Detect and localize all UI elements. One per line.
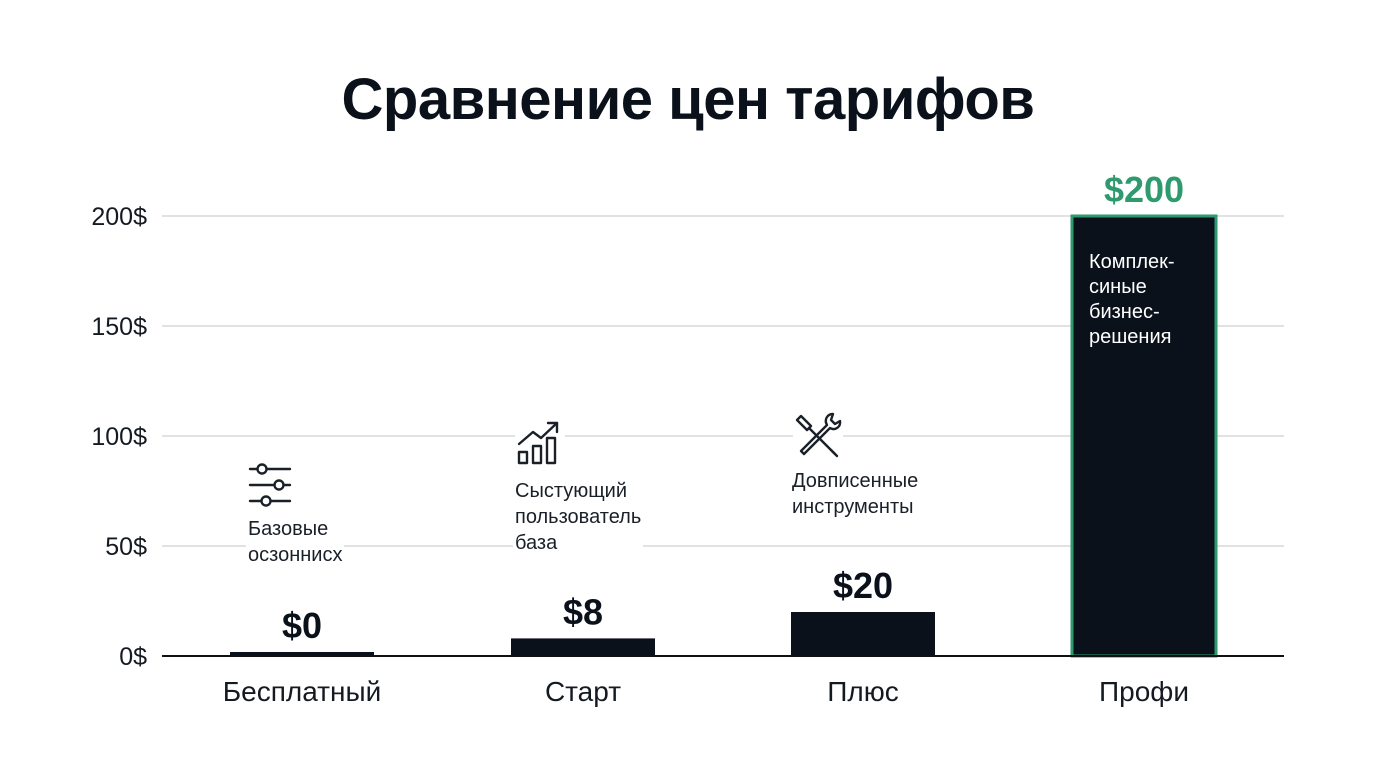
growth-chart-icon — [515, 418, 565, 468]
x-tick-label: Плюс — [827, 676, 898, 707]
y-tick-label: 0$ — [119, 643, 147, 671]
tools-icon — [793, 410, 843, 460]
data-label: $20 — [833, 565, 893, 606]
x-tick-label: Профи — [1099, 676, 1189, 707]
annotation-plus-line: Довписенные — [792, 470, 919, 492]
annotation-free-line: Базовые — [248, 518, 329, 540]
annotation-start-line: Сыстующий — [515, 480, 628, 502]
annotation-pro-line: решения — [1089, 326, 1172, 348]
data-label: $200 — [1104, 169, 1184, 210]
annotation-pro-line: синые — [1089, 276, 1147, 298]
annotation-plus-line: инструменты — [792, 496, 914, 518]
y-tick-label: 150$ — [91, 313, 147, 341]
bar — [791, 612, 935, 656]
annotation-free: Базовые осзоннисх — [246, 516, 345, 568]
annotation-pro: Комплек- синые бизнес- решения — [1089, 250, 1175, 350]
annotation-start: Сыстующий пользователь база — [513, 478, 644, 556]
annotation-plus: Довписенные инструменты — [790, 468, 921, 520]
x-tick-label: Бесплатный — [223, 676, 381, 707]
bar — [511, 638, 655, 656]
annotation-free-line: осзоннисх — [248, 544, 343, 566]
annotation-pro-line: Комплек- — [1089, 251, 1175, 273]
annotation-pro-line: бизнес- — [1089, 301, 1160, 323]
y-tick-label: 50$ — [105, 533, 147, 561]
y-tick-label: 200$ — [91, 203, 147, 231]
chart-title: Сравнение цен тарифов — [341, 67, 1035, 132]
x-tick-label: Старт — [545, 676, 621, 707]
bar — [1070, 214, 1218, 658]
sliders-icon — [246, 460, 296, 510]
y-tick-label: 100$ — [91, 423, 147, 451]
annotation-start-line: пользователь — [515, 506, 642, 528]
annotation-start-line: база — [515, 532, 558, 554]
data-label: $0 — [282, 605, 322, 646]
bar — [230, 652, 374, 656]
data-label: $8 — [563, 591, 603, 632]
